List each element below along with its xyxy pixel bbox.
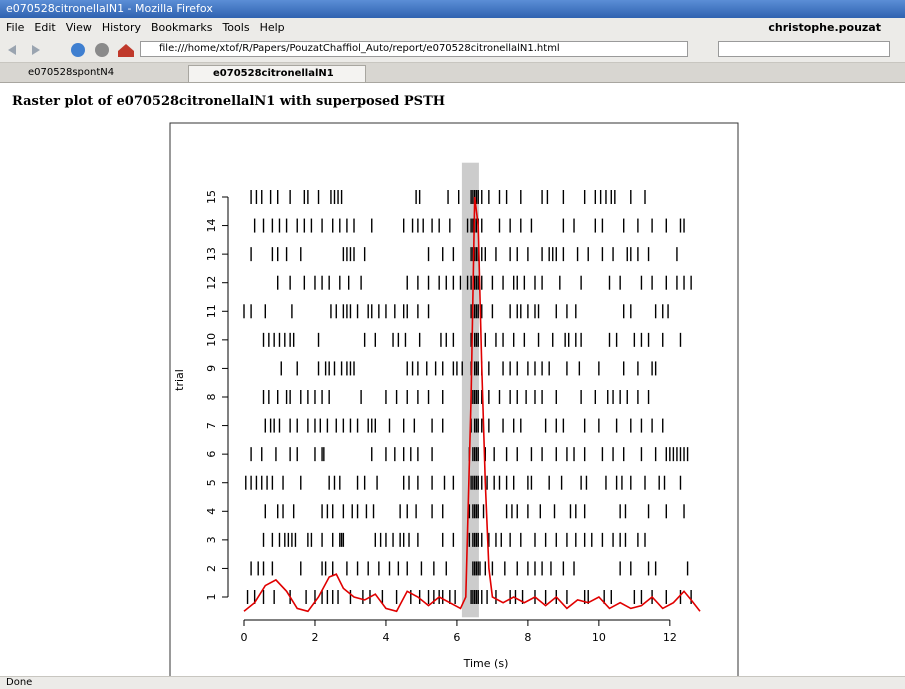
menu-item[interactable]: History [101,21,141,34]
nav-toolbar: file:///home/xtof/R/Papers/PouzatChaffio… [0,37,905,63]
menu-item[interactable]: Help [259,21,285,34]
y-tick-label: 1 [205,594,218,601]
home-button[interactable] [118,44,134,57]
tab-active[interactable]: e070528citronellalN1 [188,65,366,82]
y-tick-label: 6 [205,451,218,458]
y-tick-label: 9 [205,365,218,372]
menu-item[interactable]: Edit [34,21,56,34]
y-tick-label: 12 [205,276,218,290]
chart: Time (s) trial 0 2 4 6 8 10 121234567891011121… [169,122,739,676]
y-tick-label: 8 [205,394,218,401]
menu-bar: File Edit View History Bookmarks Tools Help ch… [0,18,905,37]
y-tick-label: 7 [205,422,218,429]
forward-button[interactable] [32,45,40,55]
y-tick-label: 5 [205,479,218,486]
menu-item[interactable]: File [6,21,25,34]
x-tick-label: 0 [241,631,248,644]
menu-item[interactable]: Bookmarks [150,21,213,34]
nav-buttons [8,43,134,57]
x-tick-label: 12 [663,631,677,644]
status-bar: Done [0,676,905,689]
tab-bar: e070528spontN4 e070528citronellalN1 [0,63,905,83]
y-axis-label: trial [173,369,186,391]
y-tick-label: 10 [205,333,218,347]
search-box[interactable] [718,41,890,57]
y-tick-label: 2 [205,565,218,572]
menu-item[interactable]: View [65,21,92,34]
x-tick-label: 10 [592,631,606,644]
title-bar: e070528citronellalN1 - Mozilla Firefox [0,0,905,18]
back-button[interactable] [8,45,16,55]
url-bar[interactable]: file:///home/xtof/R/Papers/PouzatChaffio… [140,41,688,57]
y-tick-label: 3 [205,536,218,543]
y-tick-label: 11 [205,304,218,318]
plot-frame [169,122,739,676]
tab[interactable]: e070528spontN4 [28,67,115,78]
x-tick-label: 2 [311,631,318,644]
window-title: e070528citronellalN1 - Mozilla Firefox [6,2,213,15]
x-tick-label: 4 [382,631,389,644]
user-menu[interactable]: christophe.pouzat [768,21,881,34]
reload-button[interactable] [71,43,85,57]
y-tick-label: 15 [205,190,218,204]
psth-line [243,196,701,613]
x-tick-label: 8 [524,631,531,644]
y-tick-label: 13 [205,247,218,261]
x-axis-label: Time (s) [463,657,509,670]
stop-button[interactable] [95,43,109,57]
y-tick-label: 14 [205,219,218,233]
y-tick-label: 4 [205,508,218,515]
menu-item[interactable]: Tools [222,21,250,34]
x-tick-label: 6 [453,631,460,644]
status-text: Done [6,677,33,688]
page-heading: Raster plot of e070528citronellalN1 with… [12,94,446,109]
